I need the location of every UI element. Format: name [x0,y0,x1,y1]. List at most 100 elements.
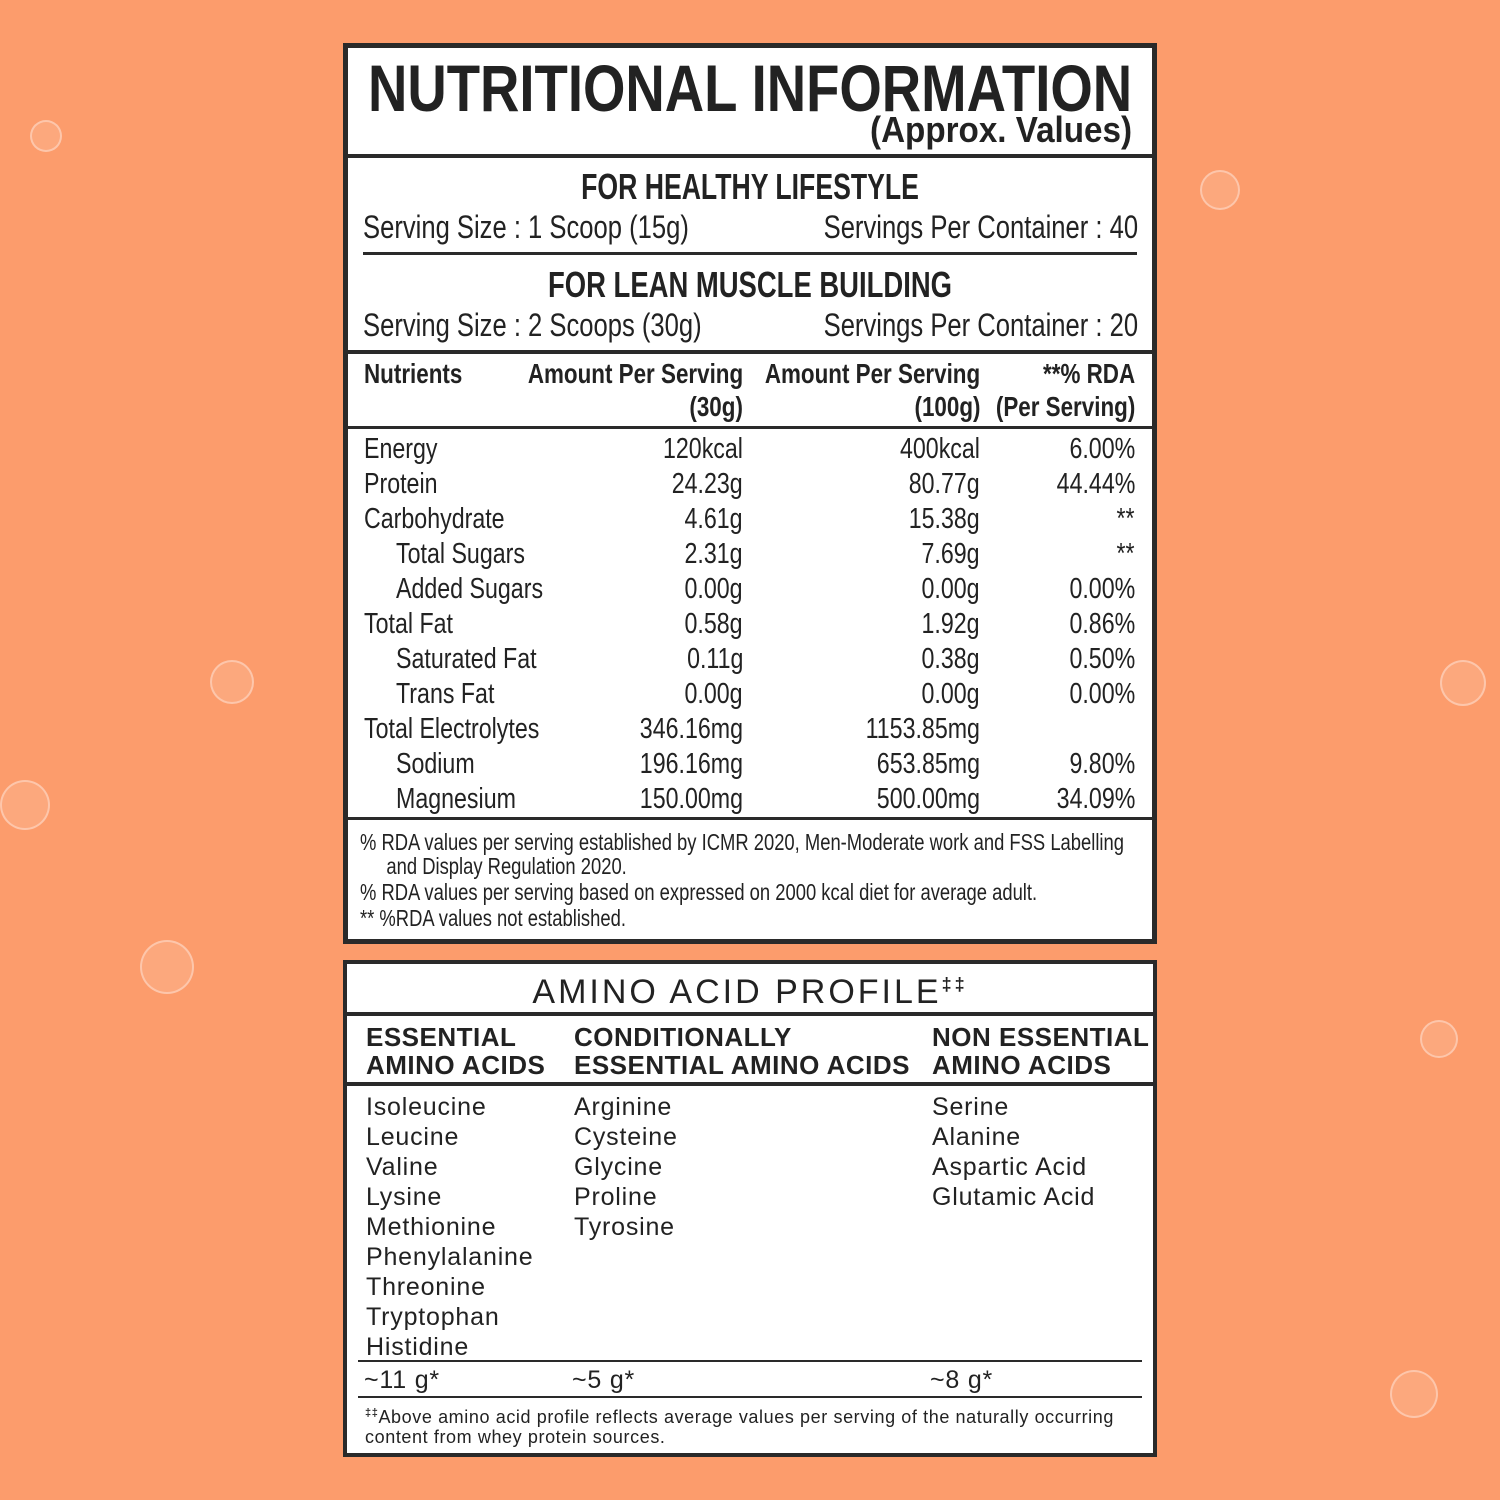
amino-acid: Leucine [366,1122,460,1151]
nutrient-value: 2.31g [684,537,743,570]
amino-acid: Tryptophan [366,1302,500,1331]
amino-heading: ESSENTIAL AMINO ACIDS [574,1050,911,1080]
nutrient-name: Saturated Fat [396,642,537,675]
footnote: ** %RDA values not established. [360,905,626,931]
amino-heading: ESSENTIAL [366,1022,517,1052]
amino-acid: Threonine [366,1272,486,1301]
divider [346,1082,1154,1086]
nutrient-name: Total Sugars [396,537,525,570]
nutrient-value: 0.00g [684,677,743,710]
bubble [1420,1020,1458,1058]
nutrient-value: 1153.85mg [865,712,980,745]
amino-heading: CONDITIONALLY [574,1022,792,1052]
amino-acid: Alanine [932,1122,1021,1151]
amino-acid: Glutamic Acid [932,1182,1096,1211]
amino-acid: Lysine [366,1182,443,1211]
nutrient-value: 0.00% [1069,677,1135,710]
amino-acid: Aspartic Acid [932,1152,1087,1181]
note-text: Above amino acid profile reflects averag… [365,1407,1114,1447]
divider [358,1360,1142,1362]
nutrient-value: 34.09% [1056,782,1135,815]
column-header: (Per Serving) [995,391,1135,422]
title: NUTRITIONAL INFORMATION [368,51,1133,125]
subtitle: (Approx. Values) [869,109,1132,150]
amino-note: ‡‡Above amino acid profile reflects aver… [365,1403,1145,1447]
amino-panel [343,960,1157,1457]
amino-heading: NON ESSENTIAL [932,1022,1150,1052]
divider [346,426,1154,429]
serving-heading: FOR HEALTHY LIFESTYLE [581,166,919,207]
nutrient-value: 500.00mg [876,782,980,815]
nutrient-value: 4.61g [684,502,743,535]
column-header: Amount Per Serving [764,358,980,389]
bubble [1390,1370,1438,1418]
amino-acid: Histidine [366,1332,470,1361]
bubble [1200,170,1240,210]
serving-heading: FOR LEAN MUSCLE BUILDING [548,264,952,305]
amino-acid: Valine [366,1152,439,1181]
nutrient-value: ** [1116,537,1135,570]
nutrient-name: Total Fat [364,607,453,640]
nutrient-value: 7.69g [921,537,980,570]
bubble [210,660,254,704]
nutrient-value: 196.16mg [639,747,743,780]
note-mark: ‡‡ [365,1407,379,1419]
bubble [1440,660,1486,706]
amino-acid: Arginine [574,1092,673,1121]
nutrient-name: Sodium [396,747,475,780]
nutrient-value: 1.92g [921,607,980,640]
nutrient-value: 0.11g [686,642,743,675]
divider [346,350,1154,354]
divider [346,154,1154,158]
nutrient-value: 80.77g [909,467,980,500]
amino-total: ~5 g* [572,1365,636,1394]
nutrient-value: 6.00% [1069,432,1135,465]
footnote: % RDA values per serving established by … [360,829,1124,879]
nutrient-value: 0.00% [1069,572,1135,605]
nutrient-name: Energy [364,432,438,465]
serving-size: Serving Size : 1 Scoop (15g) [363,209,689,245]
nutrient-value: 0.38g [921,642,980,675]
amino-acid: Serine [932,1092,1010,1121]
divider [346,1012,1154,1016]
amino-acid: Methionine [366,1212,497,1241]
nutrient-value: 120kcal [663,432,743,465]
nutrient-value: 0.86% [1069,607,1135,640]
amino-acid: Phenylalanine [366,1242,534,1271]
servings-per-container: Servings Per Container : 40 [823,209,1138,245]
divider [363,252,1137,255]
amino-acid: Glycine [574,1152,663,1181]
amino-acid: Proline [574,1182,658,1211]
divider [358,1396,1142,1398]
nutrient-value: 0.58g [684,607,743,640]
amino-total: ~8 g* [930,1365,994,1394]
nutrient-value: 9.80% [1069,747,1135,780]
nutrient-name: Total Electrolytes [364,712,540,745]
nutrition-panel [343,43,1157,944]
amino-title: AMINO ACID PROFILE‡‡ [532,973,968,1011]
bubble [140,940,194,994]
nutrient-name: Carbohydrate [364,502,505,535]
nutrient-value: ** [1116,502,1135,535]
column-header: Nutrients [364,358,463,389]
nutrient-name: Protein [364,467,438,500]
column-header: (30g) [689,391,743,422]
nutrient-value: 0.50% [1069,642,1135,675]
nutrient-value: 346.16mg [639,712,743,745]
amino-heading: AMINO ACIDS [932,1050,1112,1080]
nutrient-name: Magnesium [396,782,516,815]
nutrient-value: 0.00g [684,572,743,605]
title-mark: ‡‡ [941,974,968,995]
column-header: Amount Per Serving [527,358,743,389]
amino-acid: Cysteine [574,1122,678,1151]
footnote: % RDA values per serving based on expres… [360,879,1038,905]
nutrient-value: 24.23g [672,467,743,500]
amino-total: ~11 g* [364,1365,440,1394]
nutrient-value: 400kcal [900,432,980,465]
divider [346,817,1154,820]
nutrient-value: 150.00mg [639,782,743,815]
amino-acid: Isoleucine [366,1092,487,1121]
servings-per-container: Servings Per Container : 20 [823,307,1138,343]
nutrient-value: 44.44% [1056,467,1135,500]
